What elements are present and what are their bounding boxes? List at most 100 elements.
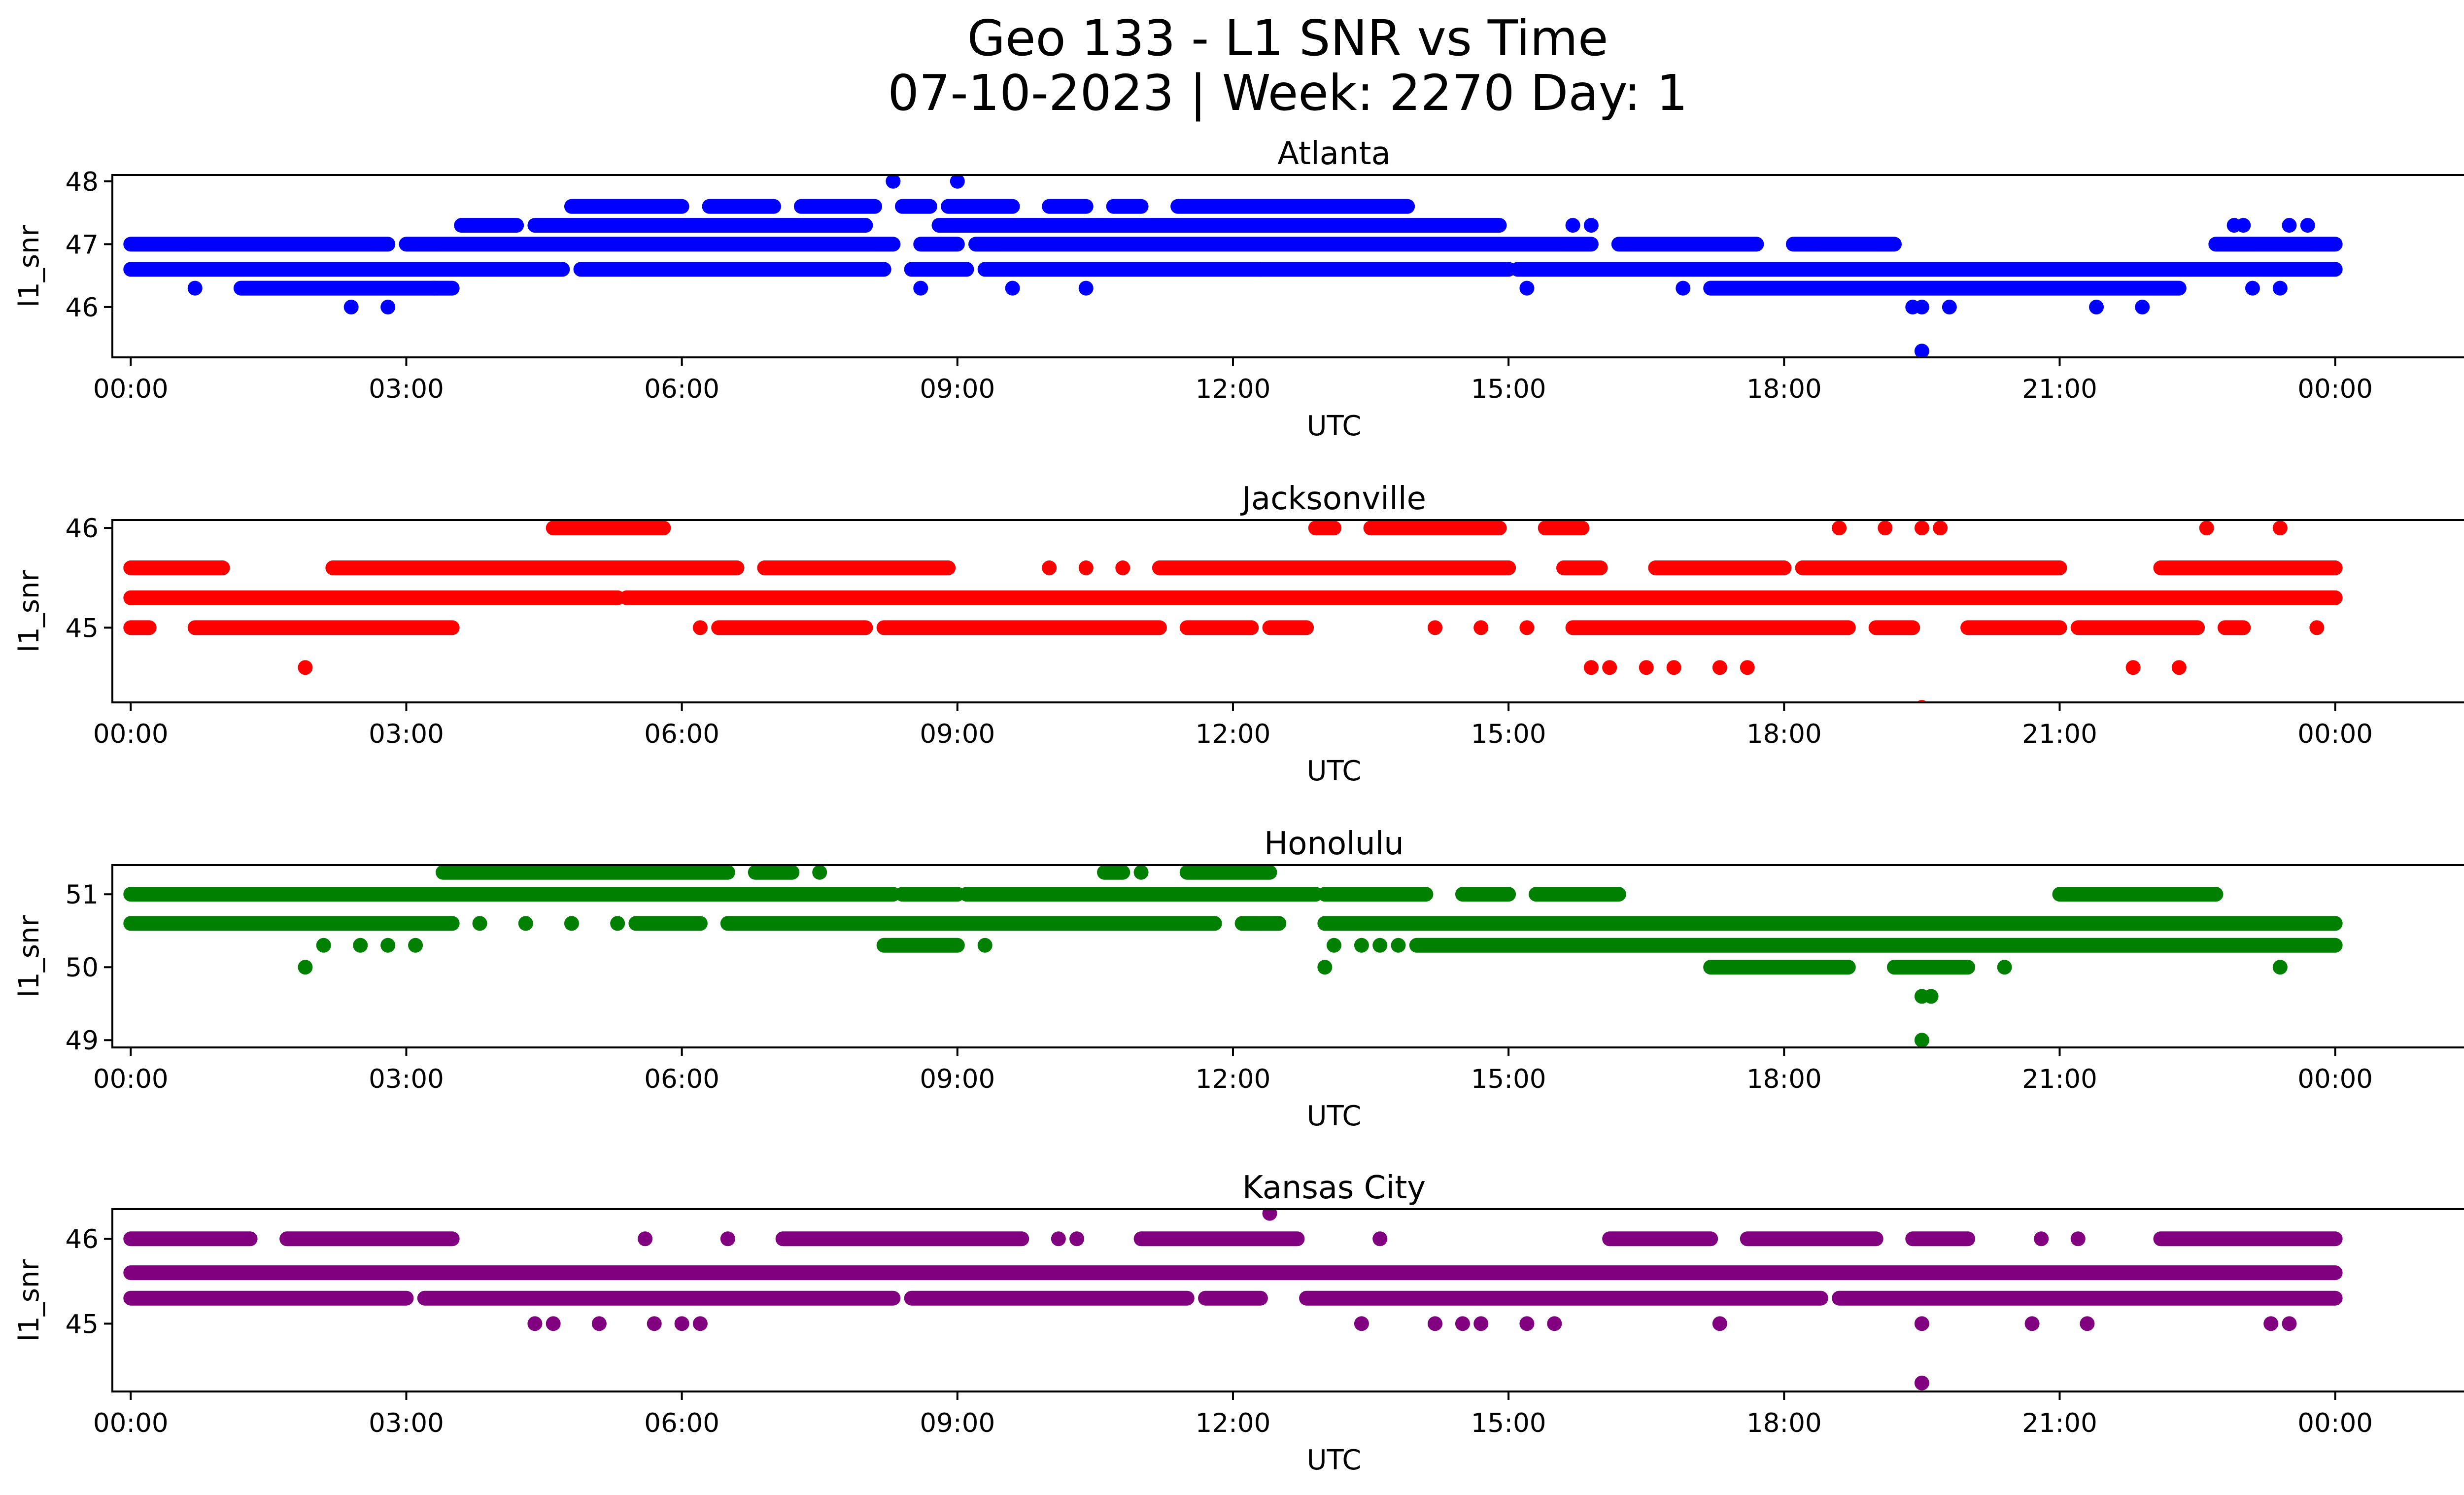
data-point	[886, 175, 901, 189]
x-tick-label: 09:00	[920, 719, 995, 749]
data-point	[2070, 1231, 2086, 1247]
data-band	[1317, 916, 2343, 931]
data-point	[1923, 989, 1939, 1004]
x-tick-label: 12:00	[1196, 719, 1271, 749]
data-point	[1878, 521, 1893, 536]
x-tick-label: 15:00	[1471, 719, 1546, 749]
data-point	[380, 938, 396, 953]
y-tick-label: 51	[66, 880, 99, 910]
data-point	[2282, 218, 2297, 233]
y-tick-label: 50	[66, 953, 99, 983]
x-tick-label: 00:00	[93, 374, 169, 404]
data-point	[638, 1231, 653, 1247]
data-band	[2217, 620, 2251, 635]
data-point	[1069, 1231, 1085, 1247]
x-tick-label: 00:00	[2297, 1408, 2373, 1438]
data-point	[546, 1316, 561, 1331]
data-point	[1005, 280, 1020, 296]
data-point	[1565, 218, 1580, 233]
data-point	[610, 916, 625, 931]
subplot-title: Atlanta	[1277, 136, 1391, 172]
data-point	[1133, 865, 1149, 880]
data-band	[417, 1290, 901, 1306]
axes-frame	[111, 1208, 2464, 1392]
data-band	[1106, 199, 1149, 214]
data-point	[1666, 660, 1681, 675]
data-point	[1933, 521, 1948, 536]
data-band	[968, 237, 1599, 252]
data-band	[1868, 620, 1920, 635]
figure-title-line2: 07-10-2023 | Week: 2270 Day: 1	[888, 64, 1687, 122]
data-band	[941, 199, 1020, 214]
data-point	[2034, 1231, 2049, 1247]
data-band	[1832, 1290, 2343, 1306]
data-band	[546, 521, 671, 536]
x-tick-label: 09:00	[920, 1408, 995, 1438]
data-point	[1583, 218, 1599, 233]
data-band	[1097, 865, 1130, 880]
data-point	[977, 938, 992, 953]
data-band	[619, 590, 2343, 605]
data-band	[1179, 865, 1277, 880]
data-points	[123, 175, 2343, 357]
data-band	[775, 1231, 1029, 1247]
x-tick-label: 18:00	[1746, 1064, 1822, 1094]
data-point	[1519, 1316, 1535, 1331]
x-tick-label: 21:00	[2022, 719, 2097, 749]
x-tick-label: 12:00	[1196, 374, 1271, 404]
x-tick-label: 03:00	[369, 1408, 444, 1438]
data-point	[1712, 1316, 1727, 1331]
data-band	[1455, 887, 1516, 902]
subplot-3: Honolulu 00:00 03:00 06:00 09:00 12:00 15:00 18…	[13, 826, 2464, 1132]
subplot-4: Kansas City 00:00 03:00 06:00 09:00 12:00 15:0…	[13, 1170, 2464, 1476]
subplot-title: Honolulu	[1264, 826, 1404, 862]
data-band	[1529, 887, 1626, 902]
data-point	[1428, 1316, 1443, 1331]
data-point	[1997, 960, 2012, 975]
data-point	[518, 916, 533, 931]
data-point	[2024, 1316, 2040, 1331]
x-axis-label: UTC	[1306, 1444, 1361, 1476]
data-band	[1042, 199, 1094, 214]
data-point	[1914, 521, 1929, 536]
data-point	[812, 865, 827, 880]
y-axis-label: l1_snr	[13, 915, 45, 998]
data-point	[913, 280, 928, 296]
data-point	[380, 299, 396, 314]
data-band	[123, 1231, 258, 1247]
data-band	[1133, 1231, 1305, 1247]
data-point	[1519, 620, 1535, 635]
y-tick-label: 45	[66, 613, 99, 643]
data-point	[1547, 1316, 1562, 1331]
data-point	[1914, 299, 1929, 314]
data-band	[977, 262, 1516, 277]
data-point	[2272, 960, 2288, 975]
data-band	[2208, 237, 2343, 252]
x-tick-label: 21:00	[2022, 1064, 2097, 1094]
data-band	[325, 560, 745, 576]
subplot-title: Kansas City	[1242, 1170, 1426, 1206]
y-axis-label: l1_snr	[13, 225, 45, 308]
data-point	[1740, 660, 1755, 675]
data-point	[1602, 660, 1617, 675]
data-point	[1519, 280, 1535, 296]
data-point	[950, 175, 965, 189]
x-tick-label: 09:00	[920, 374, 995, 404]
data-band	[1740, 1231, 1883, 1247]
data-band	[720, 916, 1222, 931]
data-band	[876, 620, 1167, 635]
data-point	[2272, 280, 2288, 296]
data-point	[1455, 1316, 1470, 1331]
data-point	[1262, 1209, 1277, 1221]
data-point	[353, 938, 368, 953]
data-band	[2070, 620, 2205, 635]
data-point	[2171, 660, 2187, 675]
data-band	[1556, 560, 1608, 576]
data-point	[1253, 262, 1268, 277]
data-band	[1905, 1231, 1976, 1247]
data-point	[2309, 620, 2325, 635]
data-point	[1078, 280, 1094, 296]
x-tick-label: 21:00	[2022, 1408, 2097, 1438]
data-band	[564, 199, 689, 214]
